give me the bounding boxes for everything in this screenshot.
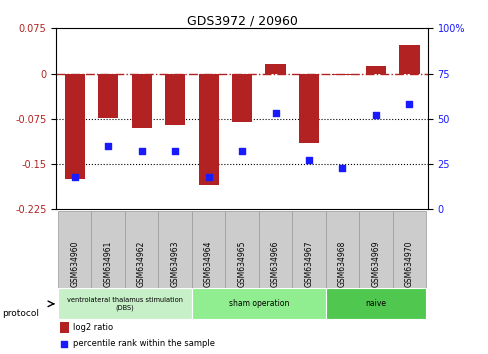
Text: GSM634961: GSM634961 bbox=[103, 240, 112, 287]
Bar bbox=[365, 66, 385, 74]
Bar bbox=[298, 74, 318, 143]
Point bbox=[305, 158, 312, 163]
Point bbox=[71, 174, 79, 179]
Bar bbox=[60, 321, 69, 333]
Point bbox=[61, 341, 68, 347]
Text: GSM634967: GSM634967 bbox=[304, 240, 313, 287]
Title: GDS3972 / 20960: GDS3972 / 20960 bbox=[186, 14, 297, 27]
Bar bbox=[231, 74, 252, 122]
Bar bbox=[332, 74, 352, 75]
Text: GSM634960: GSM634960 bbox=[70, 240, 79, 287]
Bar bbox=[399, 45, 419, 74]
Text: GSM634969: GSM634969 bbox=[371, 240, 380, 287]
Bar bbox=[91, 211, 124, 288]
Text: protocol: protocol bbox=[2, 309, 40, 318]
Text: GSM634966: GSM634966 bbox=[270, 240, 280, 287]
Bar bbox=[191, 288, 325, 319]
Bar bbox=[392, 211, 426, 288]
Bar bbox=[131, 74, 151, 128]
Text: GSM634965: GSM634965 bbox=[237, 240, 246, 287]
Bar bbox=[165, 74, 185, 125]
Text: GSM634962: GSM634962 bbox=[137, 240, 146, 287]
Bar bbox=[258, 211, 292, 288]
Point bbox=[338, 165, 346, 170]
Point bbox=[371, 112, 379, 118]
Point bbox=[238, 148, 245, 154]
Text: ventrolateral thalamus stimulation
(DBS): ventrolateral thalamus stimulation (DBS) bbox=[67, 297, 183, 310]
Bar bbox=[265, 64, 285, 74]
Bar bbox=[325, 211, 359, 288]
Bar bbox=[98, 74, 118, 118]
Text: GSM634968: GSM634968 bbox=[337, 240, 346, 287]
Point bbox=[271, 110, 279, 116]
Bar bbox=[198, 74, 218, 185]
Bar bbox=[124, 211, 158, 288]
Point bbox=[138, 148, 145, 154]
Point bbox=[104, 143, 112, 149]
Bar bbox=[191, 211, 225, 288]
Point bbox=[171, 148, 179, 154]
Bar bbox=[58, 288, 191, 319]
Text: GSM634963: GSM634963 bbox=[170, 240, 179, 287]
Bar bbox=[225, 211, 258, 288]
Text: log2 ratio: log2 ratio bbox=[73, 323, 113, 332]
Text: GSM634964: GSM634964 bbox=[203, 240, 213, 287]
Text: naive: naive bbox=[365, 299, 386, 308]
Text: GSM634970: GSM634970 bbox=[404, 240, 413, 287]
Text: percentile rank within the sample: percentile rank within the sample bbox=[73, 339, 215, 348]
Bar bbox=[64, 74, 84, 179]
Text: sham operation: sham operation bbox=[228, 299, 288, 308]
Bar bbox=[58, 211, 91, 288]
Bar bbox=[292, 211, 325, 288]
Bar bbox=[325, 288, 426, 319]
Bar bbox=[158, 211, 191, 288]
Bar bbox=[359, 211, 392, 288]
Point bbox=[204, 174, 212, 179]
Point bbox=[405, 102, 412, 107]
